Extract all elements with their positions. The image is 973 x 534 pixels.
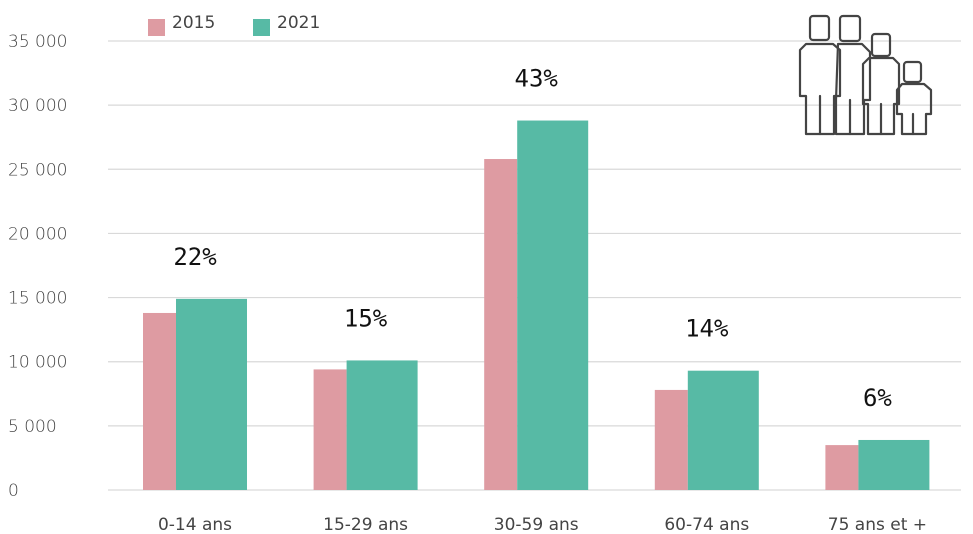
y-tick-label: 10 000: [8, 353, 67, 373]
y-tick-label: 0: [8, 481, 19, 501]
bar-2015: [654, 389, 688, 490]
family-icon: [798, 14, 933, 136]
data-label: 22%: [173, 243, 217, 271]
x-tick-label: 75 ans et +: [828, 515, 927, 534]
y-tick-label: 25 000: [8, 160, 67, 180]
y-tick-label: 30 000: [8, 96, 67, 116]
bar-2015: [825, 445, 859, 490]
y-tick-label: 35 000: [8, 32, 67, 52]
legend-swatch-2015: [148, 19, 165, 36]
data-label: 15%: [344, 304, 388, 332]
bar-2015: [484, 159, 518, 490]
x-tick-label: 60-74 ans: [664, 515, 749, 534]
y-tick-label: 20 000: [8, 224, 67, 244]
data-label: 14%: [685, 315, 729, 343]
bar-2015: [313, 369, 347, 490]
x-tick-label: 15-29 ans: [323, 515, 408, 534]
x-tick-label: 30-59 ans: [494, 515, 579, 534]
legend-swatch-2021: [253, 19, 270, 36]
bar-2021: [858, 439, 930, 490]
bar-2021: [346, 360, 418, 490]
y-tick-label: 5 000: [8, 417, 57, 437]
legend-label-2015: 2015: [172, 13, 215, 33]
y-axis-ticks: 0 5 000 10 000 15 000 20 000 25 000 30 000 35 0…: [8, 32, 67, 501]
x-tick-label: 0-14 ans: [158, 515, 232, 534]
data-label: 43%: [515, 65, 559, 93]
data-label: 6%: [863, 384, 892, 412]
data-labels: 22% 15% 43% 14% 6%: [173, 65, 892, 412]
legend: 2015 2021: [148, 13, 320, 36]
bar-2021: [517, 120, 589, 490]
bar-2021: [687, 370, 759, 490]
x-axis-labels: 0-14 ans 15-29 ans 30-59 ans 60-74 ans 75 an…: [158, 515, 927, 534]
y-tick-label: 15 000: [8, 289, 67, 309]
legend-label-2021: 2021: [277, 13, 320, 33]
bar-2021: [176, 298, 247, 490]
bars: [143, 120, 930, 490]
bar-2015: [143, 312, 176, 490]
